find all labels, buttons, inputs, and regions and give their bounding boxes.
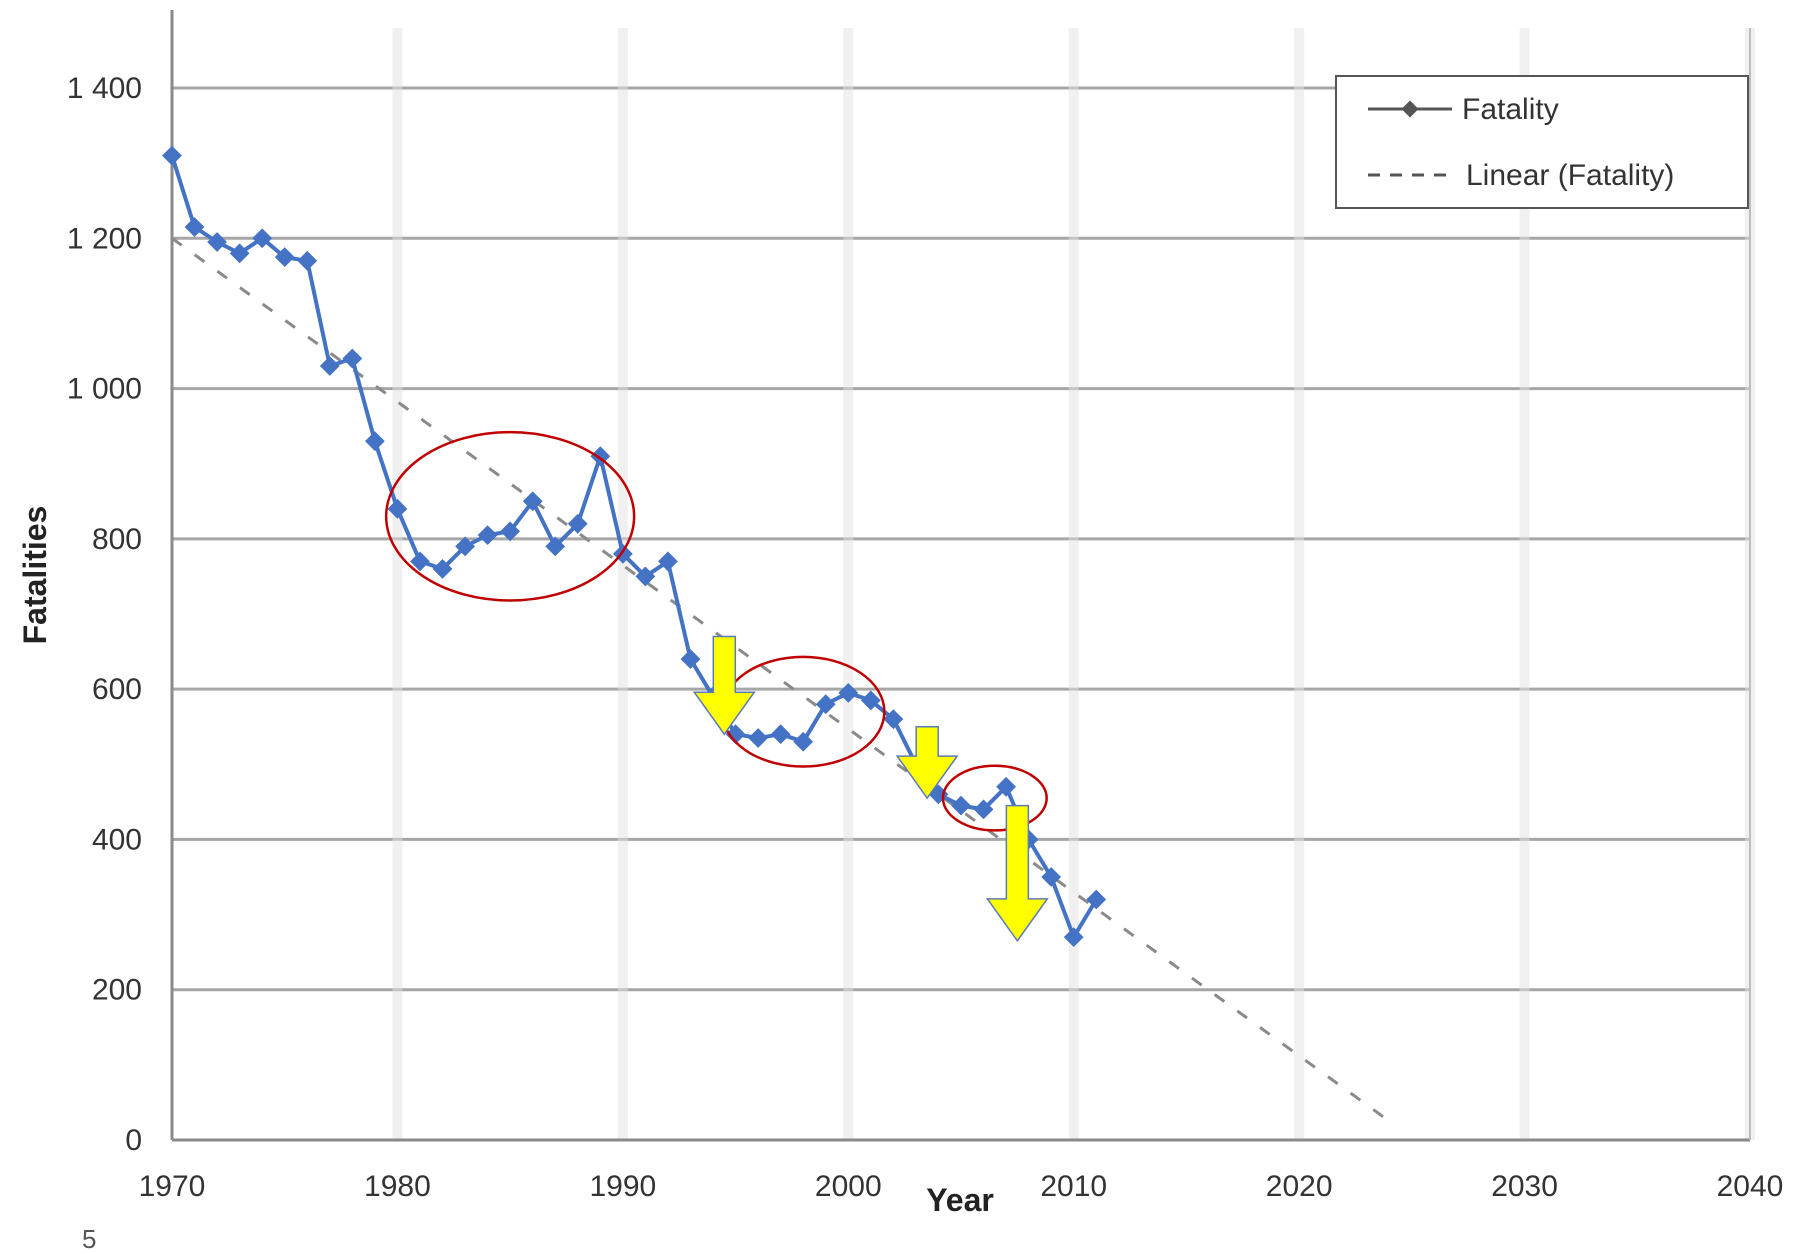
data-point-1978 <box>342 348 363 369</box>
x-axis-title: Year <box>926 1182 994 1218</box>
data-point-2007 <box>996 776 1016 797</box>
legend-label-fatality: Fatality <box>1462 93 1559 126</box>
data-point-1984 <box>477 525 498 545</box>
data-point-1972 <box>207 232 227 252</box>
data-point-2001 <box>860 690 881 711</box>
data-point-2006 <box>973 799 994 820</box>
data-point-1986 <box>522 491 543 512</box>
x-tick-label-2040: 2040 <box>1717 1170 1784 1203</box>
data-point-2010 <box>1063 927 1084 948</box>
down-arrow-2 <box>895 725 959 800</box>
data-point-2000 <box>838 682 859 703</box>
data-point-1985 <box>500 521 520 542</box>
y-axis-title: Fatalities <box>17 506 53 645</box>
annotations <box>384 430 1049 943</box>
axes <box>170 10 1751 1142</box>
data-point-1999 <box>815 694 836 715</box>
y-tick-label-600: 600 <box>92 673 142 706</box>
y-tick-label-800: 800 <box>92 523 142 556</box>
corner-mark: 5 <box>82 1224 96 1254</box>
data-point-1980 <box>387 498 408 519</box>
x-tick-label-1980: 1980 <box>364 1170 431 1203</box>
data-point-1971 <box>184 217 205 237</box>
data-point-1982 <box>432 559 453 579</box>
data-point-1987 <box>545 536 566 557</box>
legend-label-linear: Linear (Fatality) <box>1466 159 1674 192</box>
data-point-1997 <box>770 724 791 745</box>
x-tick-label-1970: 1970 <box>139 1170 206 1203</box>
y-tick-labels: 0 200 400 600 800 1 000 1 200 1 400 <box>67 72 142 1157</box>
y-tick-label-1400: 1 400 <box>67 72 142 105</box>
highlight-ellipse-3 <box>941 764 1048 832</box>
data-point-2005 <box>951 795 971 816</box>
x-tick-label-2020: 2020 <box>1266 1170 1333 1203</box>
x-tick-label-2010: 2010 <box>1040 1170 1107 1203</box>
down-arrow-1 <box>692 635 756 736</box>
data-point-1977 <box>319 356 340 376</box>
data-point-1970 <box>162 145 182 166</box>
legend-box <box>1335 75 1749 209</box>
y-tick-label-0: 0 <box>125 1124 142 1157</box>
data-point-1981 <box>410 551 430 572</box>
y-tick-label-400: 400 <box>92 823 142 856</box>
data-point-2002 <box>883 709 904 730</box>
data-point-1992 <box>658 551 678 572</box>
data-point-1975 <box>274 247 295 267</box>
data-point-1983 <box>455 536 475 557</box>
highlight-ellipse-1 <box>384 430 636 602</box>
x-tick-label-2000: 2000 <box>815 1170 882 1203</box>
y-tick-label-1200: 1 200 <box>67 222 142 255</box>
legend: Fatality Linear (Fatality) <box>1335 75 1749 209</box>
data-point-1976 <box>297 250 318 271</box>
x-tick-labels: 1970 1980 1990 2000 2010 2020 2030 2040 <box>139 1170 1784 1203</box>
data-point-2009 <box>1041 867 1062 887</box>
down-arrow-3 <box>985 804 1049 943</box>
x-tick-label-1990: 1990 <box>589 1170 656 1203</box>
y-tick-label-200: 200 <box>92 974 142 1007</box>
y-tick-label-1000: 1 000 <box>67 373 142 406</box>
data-point-1979 <box>365 431 385 452</box>
data-point-1998 <box>793 731 814 752</box>
x-tick-label-2030: 2030 <box>1491 1170 1558 1203</box>
